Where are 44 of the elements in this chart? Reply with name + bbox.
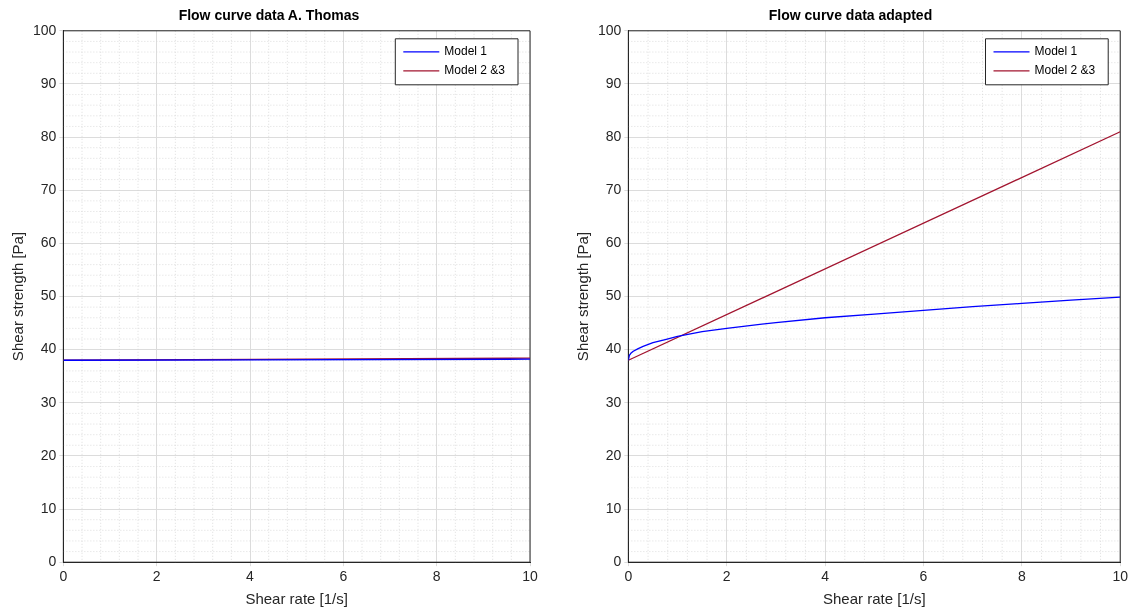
y-tick-label: 60 <box>605 234 622 251</box>
legend-label: Model 2 &3 <box>1034 63 1096 78</box>
x-tick-label: 6 <box>339 568 348 585</box>
legend-label: Model 1 <box>1034 44 1078 59</box>
chart-title: Flow curve data adapted <box>768 7 933 24</box>
x-tick-label: 10 <box>1112 568 1129 585</box>
y-tick-label: 40 <box>605 340 622 357</box>
y-tick-label: 100 <box>598 21 622 38</box>
y-tick-label: 10 <box>40 499 57 516</box>
x-tick-label: 10 <box>522 568 538 585</box>
x-tick-label: 2 <box>722 568 731 585</box>
y-tick-label: 50 <box>40 287 57 304</box>
x-axis-title: Shear rate [1/s] <box>245 590 348 608</box>
y-tick-label: 20 <box>40 446 57 463</box>
y-axis-title: Shear strength [Pa] <box>574 231 592 362</box>
y-tick-label: 70 <box>40 181 57 198</box>
x-tick-label: 0 <box>59 568 68 585</box>
y-tick-label: 30 <box>40 393 57 410</box>
y-tick-label: 40 <box>40 340 57 357</box>
x-tick-label: 0 <box>624 568 633 585</box>
y-tick-label: 60 <box>40 234 57 251</box>
y-tick-label: 100 <box>33 21 57 38</box>
y-tick-label: 50 <box>605 287 622 304</box>
y-tick-label: 90 <box>40 74 57 91</box>
x-tick-label: 4 <box>246 568 255 585</box>
y-tick-label: 90 <box>605 74 622 91</box>
x-tick-label: 8 <box>1017 568 1026 585</box>
y-tick-label: 0 <box>613 553 622 570</box>
x-tick-label: 6 <box>919 568 928 585</box>
x-axis-title: Shear rate [1/s] <box>823 590 926 608</box>
y-tick-label: 30 <box>605 393 622 410</box>
x-tick-label: 2 <box>152 568 161 585</box>
y-tick-label: 70 <box>605 181 622 198</box>
y-tick-label: 20 <box>605 446 622 463</box>
y-tick-label: 80 <box>605 127 622 144</box>
y-axis-title: Shear strength [Pa] <box>9 231 27 362</box>
y-tick-label: 0 <box>48 553 57 570</box>
x-tick-label: 4 <box>821 568 830 585</box>
y-tick-label: 10 <box>605 499 622 516</box>
y-tick-label: 80 <box>40 127 57 144</box>
legend-label: Model 1 <box>444 44 488 59</box>
x-tick-label: 8 <box>432 568 441 585</box>
chart-title: Flow curve data A. Thomas <box>178 7 360 24</box>
legend-label: Model 2 &3 <box>444 63 506 78</box>
